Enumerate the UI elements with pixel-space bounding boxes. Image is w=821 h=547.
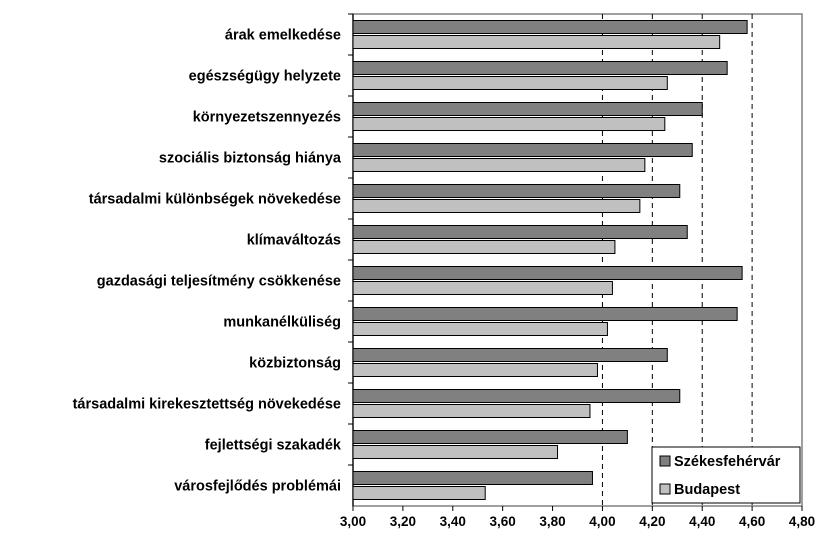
- bar-series-1: [352, 266, 743, 280]
- x-tick-label: 3,20: [390, 514, 416, 529]
- category-label: környezetszennyezés: [193, 110, 341, 126]
- bar-series-1: [352, 307, 738, 321]
- x-tick-labels: 3,00 3,20 3,40 3,60 3,80 4,00 4,20 4,40 4,60 4,80: [340, 506, 815, 529]
- plot-area: [352, 13, 803, 507]
- legend-box: [651, 446, 801, 504]
- category-label: városfejlődés problémái: [174, 479, 341, 495]
- bar-series-2: [352, 76, 668, 90]
- bar-series-2: [352, 199, 641, 213]
- category-label: klímaváltozás: [247, 233, 341, 249]
- category-label: szociális biztonság hiánya: [159, 151, 342, 167]
- category-label: gazdasági teljesítmény csökkenése: [97, 274, 341, 290]
- bar-series-1: [352, 143, 693, 157]
- legend-swatch-series-1: [659, 455, 671, 467]
- bar-series-2: [352, 363, 598, 377]
- x-tick-label: 3,00: [340, 514, 366, 529]
- category-label: árak emelkedése: [225, 28, 341, 44]
- x-tick-label: 3,80: [539, 514, 565, 529]
- legend-label-series-2: Budapest: [674, 482, 740, 498]
- bar-series-1: [352, 225, 688, 239]
- bar-series-2: [352, 281, 613, 295]
- bar-series-1: [352, 348, 668, 362]
- bar-series-2: [352, 486, 486, 500]
- bar-series-2: [352, 404, 591, 418]
- bar-series-2: [352, 35, 721, 49]
- legend-label-series-1: Székesfehérvár: [674, 454, 781, 470]
- bar-series-1: [352, 20, 748, 34]
- bars: [352, 20, 748, 500]
- bar-series-1: [352, 389, 681, 403]
- x-tick-label: 3,40: [440, 514, 466, 529]
- category-label: fejlettségi szakadék: [205, 438, 342, 454]
- x-tick-label: 3,60: [490, 514, 516, 529]
- bar-series-1: [352, 61, 728, 75]
- bar-series-1: [352, 430, 628, 444]
- bar-series-1: [352, 471, 593, 485]
- bar-series-2: [352, 240, 616, 254]
- x-tick-label: 4,60: [739, 514, 765, 529]
- category-label: munkanélküliség: [223, 315, 341, 331]
- bar-series-1: [352, 102, 703, 116]
- x-tick-label: 4,40: [689, 514, 715, 529]
- bar-series-2: [352, 445, 559, 459]
- x-tick-label: 4,00: [589, 514, 615, 529]
- category-label: társadalmi kirekesztettség növekedése: [73, 397, 341, 413]
- bar-series-1: [352, 184, 681, 198]
- bar-series-2: [352, 158, 646, 172]
- bar-series-2: [352, 117, 666, 131]
- legend: Székesfehérvár Budapest: [651, 446, 801, 504]
- category-labels: árak emelkedése egészségügy helyzete körny…: [73, 13, 353, 495]
- bar-series-2: [352, 322, 608, 336]
- category-label: közbiztonság: [249, 356, 341, 372]
- legend-swatch-series-2: [659, 483, 671, 495]
- category-label: egészségügy helyzete: [189, 69, 341, 85]
- x-tick-label: 4,20: [639, 514, 665, 529]
- category-label: társadalmi különbségek növekedése: [89, 192, 341, 208]
- x-tick-label: 4,80: [789, 514, 815, 529]
